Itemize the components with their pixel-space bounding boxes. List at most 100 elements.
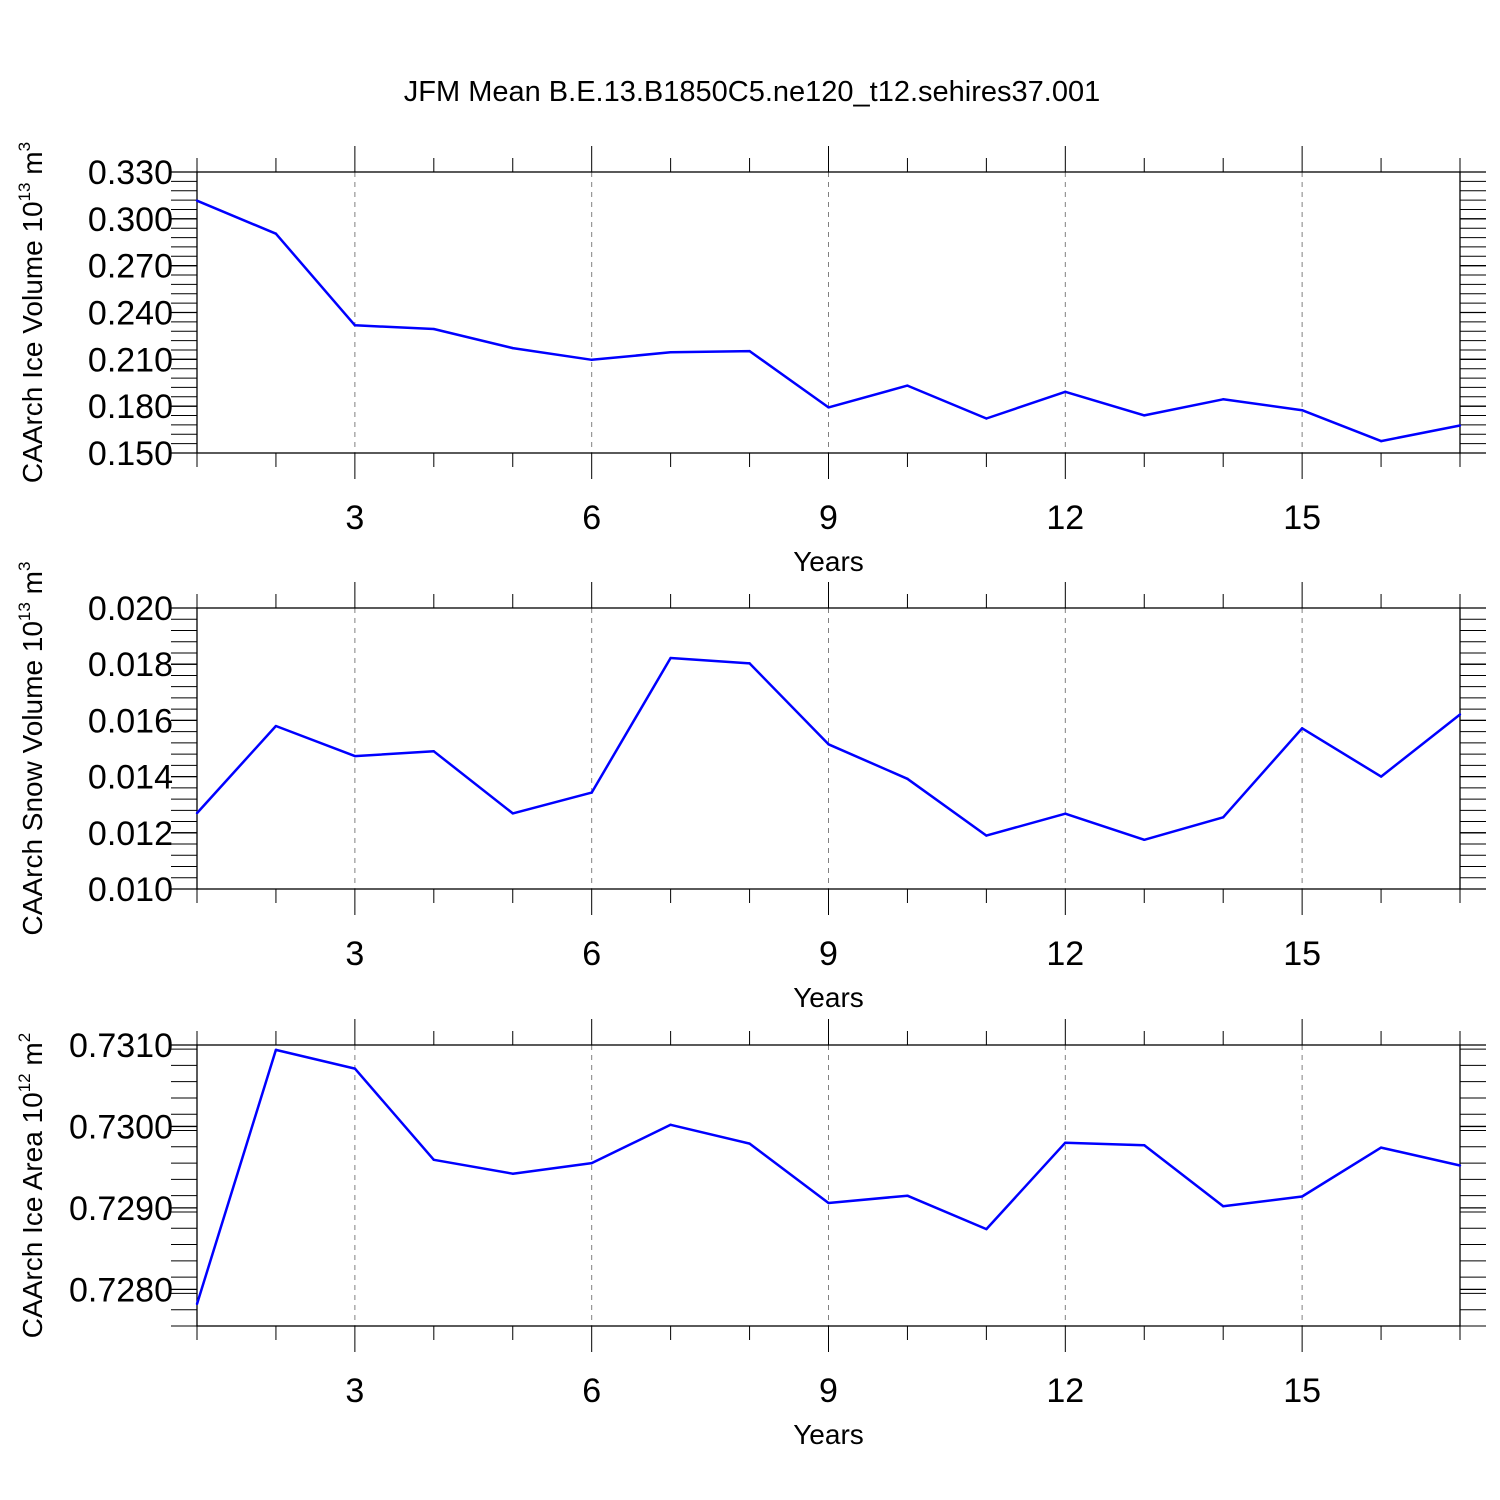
y-axis-label-sup2: 3 [15, 142, 34, 151]
chart-panel-3: 0.7280 0.7290 0.7300 0.7310 3 6 9 12 15 Years CAAr… [15, 1019, 1486, 1450]
y-axis-label: CAArch Ice Volume 1013 m3 [15, 142, 48, 483]
y-tick-label: 0.010 [88, 871, 173, 909]
data-point-year-2 [274, 1048, 278, 1052]
x-tick-label: 9 [819, 935, 838, 973]
data-point-year-17 [1458, 713, 1462, 716]
y-axis-label-sup1: 12 [15, 1073, 34, 1092]
data-point-year-14 [1221, 816, 1225, 819]
x-tick-label: 9 [819, 1372, 838, 1410]
data-point-year-15 [1300, 727, 1304, 730]
y-tick-label: 0.180 [88, 388, 173, 426]
data-point-year-4 [432, 327, 436, 331]
x-tick-label: 6 [582, 935, 601, 973]
data-point-year-1 [195, 811, 199, 815]
data-point-year-16 [1379, 1146, 1383, 1149]
data-point-year-12 [1064, 1141, 1067, 1144]
data-point-year-9 [827, 406, 830, 409]
y-tick-label: 0.300 [88, 201, 173, 239]
x-axis-label: Years [793, 1419, 864, 1450]
y-tick-label: 0.7290 [69, 1190, 173, 1228]
y-axis-label-unit: m [17, 571, 48, 602]
x-axis-label: Years [793, 982, 864, 1013]
data-point-year-6 [590, 1161, 593, 1165]
x-tick-label: 15 [1283, 1372, 1321, 1410]
x-tick-label: 12 [1046, 499, 1084, 537]
data-point-year-8 [748, 349, 751, 353]
y-axis-label-main: CAArch Ice Area 10 [17, 1092, 48, 1338]
x-tick-label: 6 [582, 499, 601, 537]
y-axis-label-main: CAArch Ice Volume 10 [17, 201, 48, 483]
x-tick-label: 3 [345, 1372, 364, 1410]
data-point-year-11 [985, 1227, 988, 1231]
y-axis-label-sup2: 3 [15, 562, 34, 571]
x-tick-label: 3 [345, 499, 364, 537]
y-tick-label: 0.240 [88, 295, 173, 333]
y-tick-label: 0.018 [88, 646, 173, 684]
data-point-year-17 [1458, 424, 1462, 427]
data-point-year-13 [1143, 838, 1146, 842]
y-axis-label-sup1: 13 [15, 602, 34, 621]
y-tick-label: 0.7280 [69, 1271, 173, 1309]
y-tick-label: 0.7300 [69, 1108, 173, 1146]
data-point-year-12 [1064, 390, 1067, 394]
y-axis-label-sup2: 2 [15, 1033, 34, 1042]
data-point-year-9 [827, 743, 830, 746]
data-point-year-10 [906, 384, 909, 387]
data-point-year-5 [511, 346, 514, 350]
data-point-year-8 [748, 1142, 751, 1145]
data-point-year-15 [1300, 409, 1304, 412]
data-point-year-16 [1379, 439, 1383, 443]
data-point-year-14 [1221, 1205, 1225, 1208]
data-point-year-2 [274, 232, 278, 235]
y-tick-label: 0.020 [88, 590, 173, 628]
data-point-year-15 [1300, 1195, 1304, 1198]
data-point-year-6 [590, 358, 593, 362]
x-tick-label: 12 [1046, 1372, 1084, 1410]
y-tick-label: 0.012 [88, 815, 173, 853]
x-tick-label: 9 [819, 499, 838, 537]
y-axis-label-sup1: 13 [15, 182, 34, 201]
x-tick-label: 3 [345, 935, 364, 973]
y-axis-label: CAArch Snow Volume 1013 m3 [15, 562, 48, 936]
data-point-year-13 [1143, 1143, 1146, 1147]
data-point-year-3 [353, 754, 357, 758]
data-point-year-9 [827, 1201, 830, 1205]
data-point-year-7 [669, 656, 672, 660]
data-point-year-7 [669, 351, 672, 354]
y-axis-label: CAArch Ice Area 1012 m2 [15, 1033, 48, 1338]
data-point-year-4 [432, 750, 436, 753]
x-tick-label: 15 [1283, 499, 1321, 537]
data-point-year-13 [1143, 414, 1146, 417]
data-point-year-8 [748, 662, 751, 665]
y-tick-label: 0.150 [88, 435, 173, 473]
y-axis-label-unit: m [17, 1042, 48, 1073]
y-tick-label: 0.016 [88, 702, 173, 740]
data-point-year-16 [1379, 775, 1383, 778]
y-tick-label: 0.330 [88, 154, 173, 192]
data-point-year-3 [353, 324, 357, 327]
data-point-year-3 [353, 1067, 357, 1070]
y-tick-label: 0.014 [88, 759, 173, 797]
data-point-year-5 [511, 812, 514, 815]
data-point-year-11 [985, 417, 988, 420]
data-point-year-7 [669, 1123, 672, 1127]
data-point-year-11 [985, 834, 988, 837]
data-point-year-10 [906, 777, 909, 781]
chart-panel-2: 0.010 0.012 0.014 0.016 0.018 0.020 3 6 9 12 15 Yea… [15, 562, 1486, 1013]
data-point-year-12 [1064, 812, 1067, 815]
y-axis-label-main: CAArch Snow Volume 10 [17, 621, 48, 935]
x-tick-label: 15 [1283, 935, 1321, 973]
x-tick-label: 12 [1046, 935, 1084, 973]
data-point-year-10 [906, 1194, 909, 1197]
data-point-year-4 [432, 1158, 436, 1162]
chart-title: JFM Mean B.E.13.B1850C5.ne120_t12.sehire… [404, 76, 1100, 108]
data-point-year-14 [1221, 398, 1225, 401]
data-point-year-2 [274, 724, 278, 728]
data-point-year-1 [195, 1302, 199, 1306]
x-tick-label: 6 [582, 1372, 601, 1410]
data-point-year-6 [590, 791, 593, 794]
y-tick-label: 0.270 [88, 248, 173, 286]
x-axis-label: Years [793, 546, 864, 577]
data-point-year-5 [511, 1172, 514, 1175]
